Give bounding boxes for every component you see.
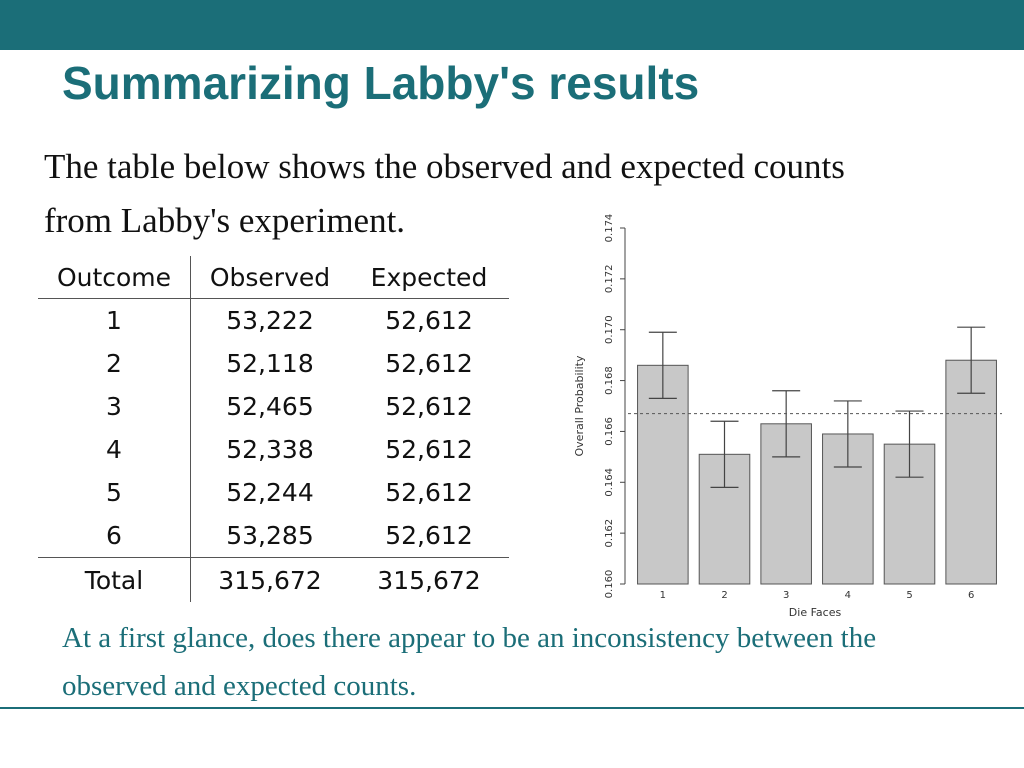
- x-tick-label: 6: [968, 590, 974, 601]
- total-expected: 315,672: [349, 557, 509, 602]
- y-tick-label: 0.170: [604, 315, 615, 344]
- x-tick-label: 1: [660, 590, 666, 601]
- outcome-cell: 5: [38, 471, 191, 514]
- total-label: Total: [38, 557, 191, 602]
- observed-cell: 53,285: [226, 521, 314, 550]
- header-bar: [0, 0, 1024, 50]
- total-observed: 315,672: [190, 557, 349, 602]
- x-tick-label: 3: [783, 590, 789, 601]
- y-tick-label: 0.164: [604, 468, 615, 497]
- x-tick-label: 4: [845, 590, 851, 601]
- expected-cell: 52,612: [385, 392, 473, 421]
- question-text: At a first glance, does there appear to …: [62, 622, 877, 702]
- y-tick-label: 0.174: [604, 214, 615, 243]
- expected-cell: 52,612: [385, 435, 473, 464]
- header-expected: Expected: [349, 256, 509, 299]
- outcome-cell: 4: [38, 428, 191, 471]
- table-row: 6 53,285 52,612: [38, 514, 509, 558]
- y-tick-label: 0.160: [604, 570, 615, 599]
- y-tick-label: 0.166: [604, 417, 615, 446]
- y-axis-label: Overall Probability: [573, 355, 586, 456]
- observed-cell: 52,118: [226, 349, 314, 378]
- expected-cell: 52,612: [385, 521, 473, 550]
- observed-cell: 52,244: [226, 478, 314, 507]
- x-tick-label: 2: [721, 590, 727, 601]
- table-row: 5 52,244 52,612: [38, 471, 509, 514]
- observed-cell: 52,465: [226, 392, 314, 421]
- observed-cell: 53,222: [226, 306, 314, 335]
- outcome-cell: 2: [38, 342, 191, 385]
- expected-cell: 52,612: [385, 349, 473, 378]
- outcome-cell: 1: [38, 298, 191, 342]
- table-row: 2 52,118 52,612: [38, 342, 509, 385]
- bottom-divider: [0, 707, 1024, 709]
- expected-cell: 52,612: [385, 478, 473, 507]
- x-tick-label: 5: [906, 590, 912, 601]
- probability-bar-chart: 0.160 0.162 0.164 0.166 0.168 0.170 0.172 0.174…: [573, 214, 1002, 616]
- table-header-row: Outcome Observed Expected: [38, 256, 509, 299]
- table-row: 1 53,222 52,612: [38, 298, 509, 342]
- y-tick-label: 0.172: [604, 265, 615, 294]
- intro-text: The table below shows the observed and e…: [44, 147, 845, 240]
- x-axis-label: Die Faces: [789, 606, 842, 616]
- table-total-row: Total 315,672 315,672: [38, 557, 509, 602]
- expected-cell: 52,612: [385, 306, 473, 335]
- bar-face-6: [945, 359, 997, 585]
- counts-table: Outcome Observed Expected 1 53,222 52,61…: [38, 256, 509, 602]
- table-row: 4 52,338 52,612: [38, 428, 509, 471]
- y-tick-label: 0.162: [604, 519, 615, 548]
- outcome-cell: 3: [38, 385, 191, 428]
- bar-face-1: [637, 364, 689, 585]
- table-row: 3 52,465 52,612: [38, 385, 509, 428]
- observed-cell: 52,338: [226, 435, 314, 464]
- slide-title: Summarizing Labby's results: [62, 57, 700, 109]
- outcome-cell: 6: [38, 514, 191, 558]
- y-tick-label: 0.168: [604, 366, 615, 395]
- header-outcome: Outcome: [38, 256, 191, 299]
- header-observed: Observed: [190, 256, 349, 299]
